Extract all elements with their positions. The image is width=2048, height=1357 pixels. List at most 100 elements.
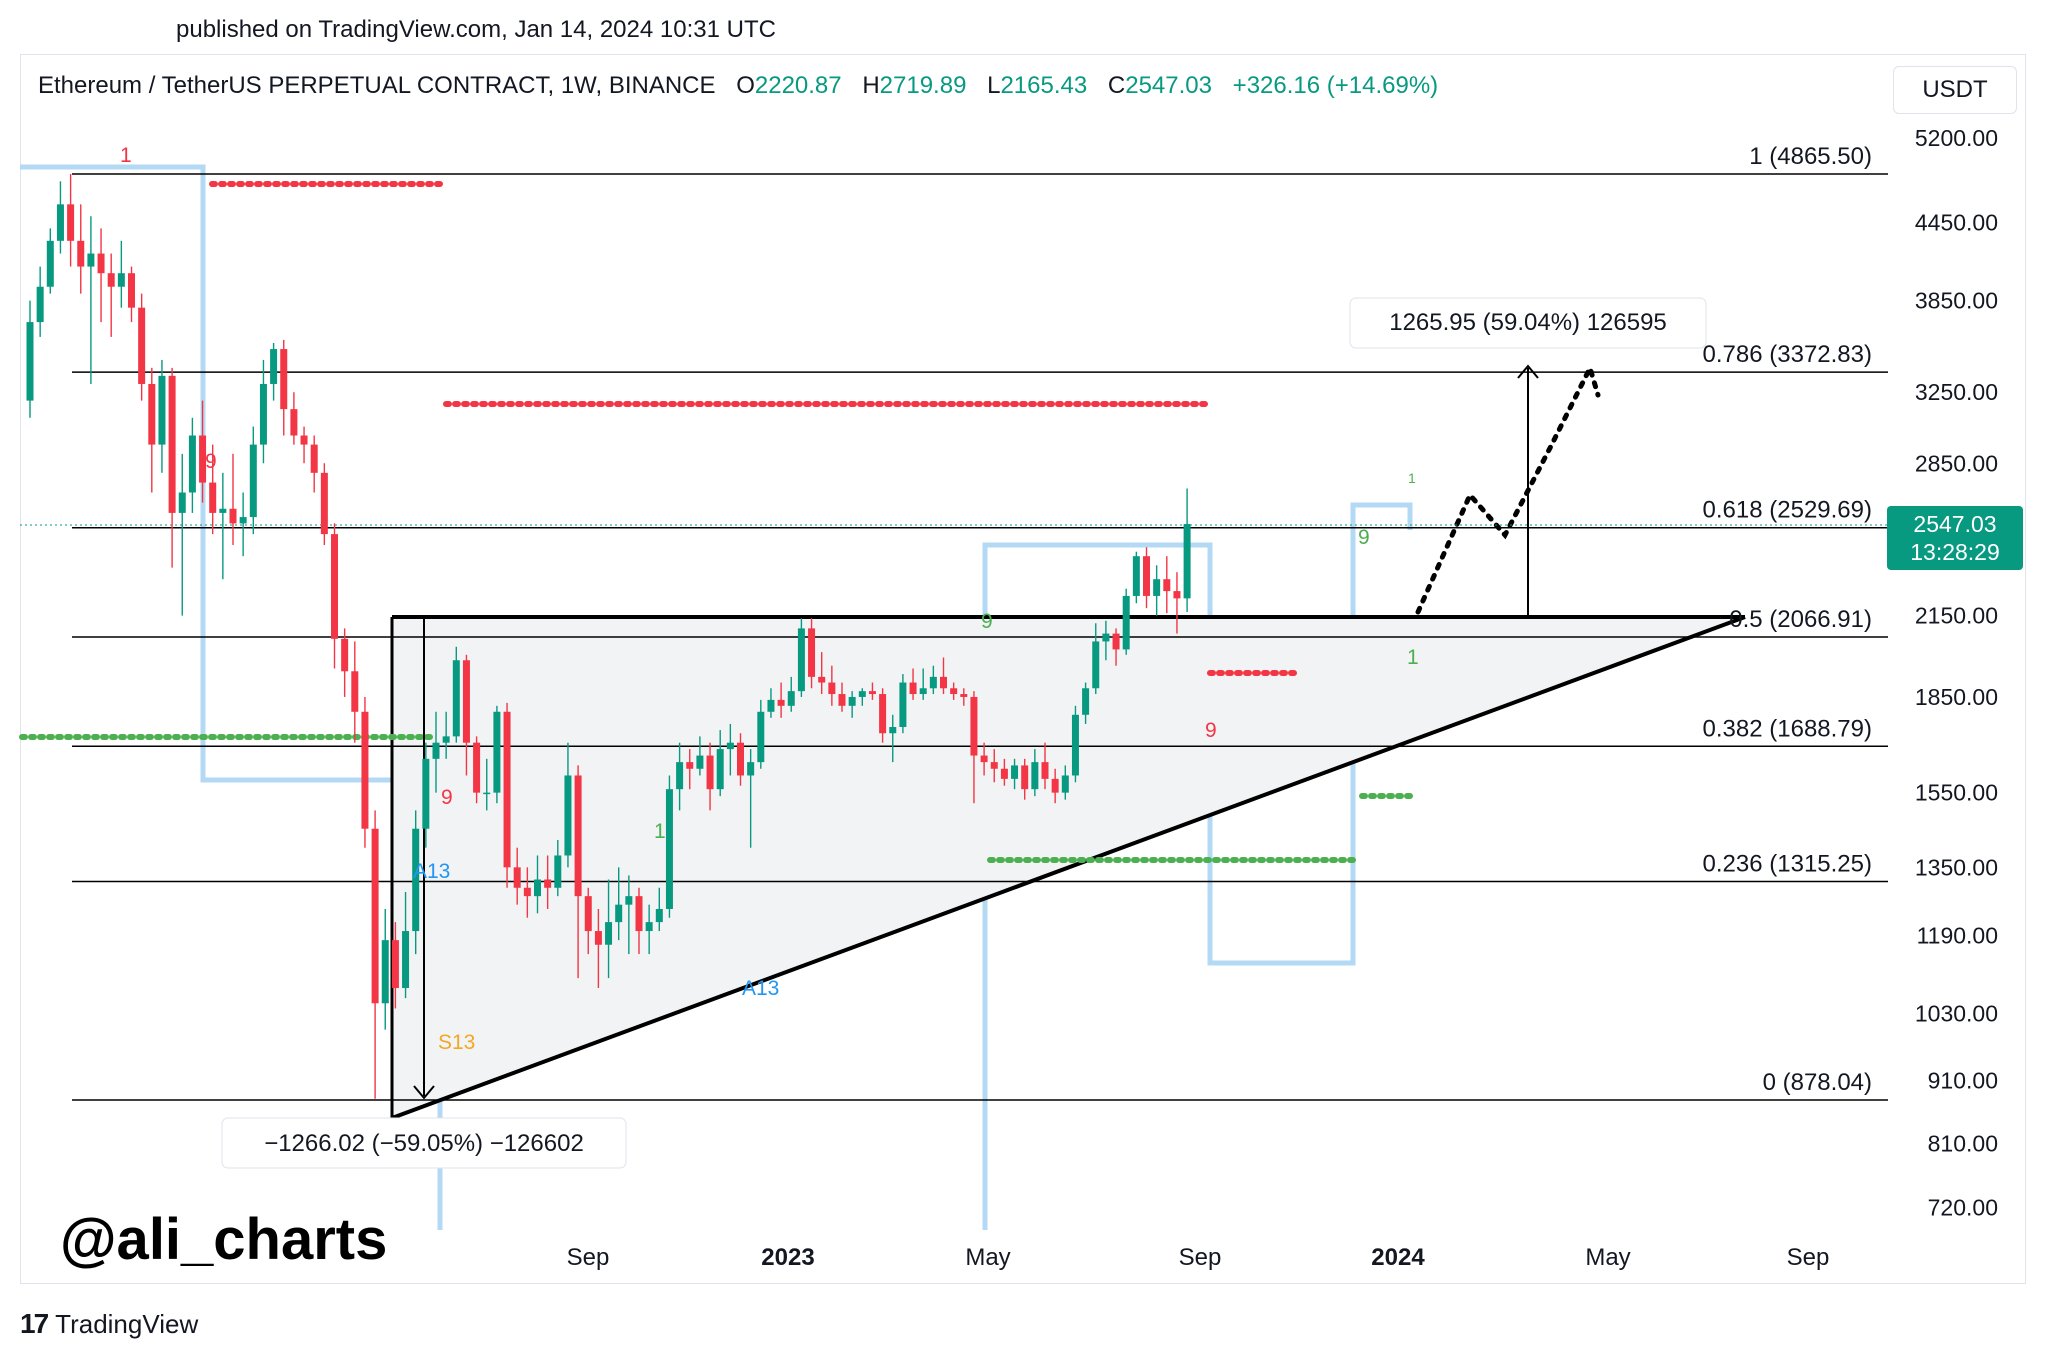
symbol-title: Ethereum / TetherUS PERPETUAL CONTRACT, … — [38, 72, 716, 99]
td-label: 9 — [205, 450, 217, 473]
candle-body — [929, 676, 937, 689]
candle-body — [1153, 579, 1161, 596]
td-label: 9 — [1205, 719, 1217, 742]
currency-button[interactable]: USDT — [1893, 66, 2017, 114]
candle-body — [462, 660, 470, 743]
candle-body — [534, 879, 541, 897]
change-value: +326.16 (+14.69%) — [1232, 72, 1439, 99]
candle-body — [838, 694, 846, 706]
candle-body — [645, 922, 653, 932]
candle-body — [138, 307, 146, 384]
candle-body — [513, 867, 521, 888]
candle-body — [665, 789, 673, 909]
candle-body — [940, 676, 947, 689]
candle-body — [199, 435, 207, 483]
candle-body — [1041, 762, 1049, 779]
y-tick-label: 3250.00 — [1915, 379, 1998, 405]
candle-body — [787, 691, 795, 706]
y-tick-label: 810.00 — [1928, 1131, 1998, 1157]
candle-body — [879, 694, 887, 734]
candles — [26, 173, 1191, 1099]
candle-body — [909, 682, 917, 695]
candle-body — [77, 240, 85, 267]
fib-level-label: 0.786 (3372.83) — [1703, 341, 1872, 368]
y-tick-label: 3850.00 — [1915, 288, 1998, 314]
candle-body — [848, 696, 856, 706]
candle-body — [168, 375, 176, 513]
triangle-pattern — [390, 615, 1746, 1120]
candle-body — [686, 762, 694, 769]
candle-body — [452, 660, 460, 737]
candle-body — [564, 775, 572, 856]
candle-body — [351, 671, 359, 712]
y-tick-label: 4450.00 — [1915, 209, 1998, 235]
candle-body — [889, 727, 897, 734]
candle-body — [1132, 556, 1140, 596]
candle-body — [300, 435, 308, 445]
candle-body — [249, 444, 257, 518]
candle-body — [381, 940, 389, 1004]
x-tick-label: Sep — [567, 1244, 610, 1271]
last-price-tag: 2547.03 13:28:29 — [1887, 506, 2023, 570]
candle-body — [757, 711, 765, 763]
candle-body — [280, 349, 288, 410]
candle-body — [726, 742, 734, 750]
candle-body — [696, 755, 704, 769]
candle-body — [310, 444, 318, 473]
candle-body — [1173, 591, 1181, 599]
candle-body — [391, 940, 399, 989]
x-tick-label: Sep — [1179, 1244, 1222, 1271]
candle-body — [259, 383, 267, 445]
candle-body — [219, 508, 227, 513]
candle-body — [341, 638, 349, 672]
td-label: 1 — [1408, 470, 1416, 486]
published-note: published on TradingView.com, Jan 14, 20… — [176, 16, 776, 43]
candle-body — [554, 855, 562, 888]
candle-body — [919, 688, 927, 695]
candle-body — [777, 699, 785, 706]
x-tick-label: Sep — [1787, 1244, 1830, 1271]
candle-body — [483, 792, 491, 795]
y-tick-label: 720.00 — [1928, 1194, 1998, 1220]
fib-level-label: 0.618 (2529.69) — [1703, 497, 1872, 524]
candle-body — [960, 694, 968, 697]
td-label: S13 — [438, 1031, 475, 1054]
candle-body — [767, 699, 775, 712]
candle-body — [331, 534, 338, 639]
candle-body — [737, 742, 744, 776]
candle-body — [128, 273, 135, 308]
candle-body — [594, 931, 602, 945]
candle-body — [229, 508, 237, 524]
candle-body — [1102, 633, 1110, 642]
candle-body — [320, 472, 328, 535]
candle-body — [178, 492, 186, 513]
x-tick-label: May — [965, 1244, 1010, 1271]
time-axis[interactable]: Sep 2023 May Sep 2024 May Sep — [567, 1244, 1830, 1271]
candle-body — [950, 688, 958, 695]
tradingview-brand[interactable]: 17 TradingView — [20, 1308, 198, 1340]
candle-body — [117, 273, 125, 287]
price-axis[interactable]: 5200.00 4450.00 3850.00 3250.00 2850.00 2150.… — [1915, 125, 1998, 1220]
y-tick-label: 2150.00 — [1915, 603, 1998, 629]
candle-body — [584, 896, 592, 932]
candle-body — [625, 896, 633, 905]
y-tick-label: 1350.00 — [1915, 854, 1998, 880]
measure-down-box: −1266.02 (−59.05%) −126602 — [221, 1117, 627, 1169]
candle-body — [706, 755, 714, 790]
y-tick-label: 1550.00 — [1915, 780, 1998, 806]
candle-body — [402, 931, 410, 989]
fib-level-label: 0 (878.04) — [1763, 1069, 1872, 1096]
candle-body — [858, 691, 866, 697]
td-label: 9 — [1358, 526, 1370, 549]
td-label: 9 — [441, 786, 453, 809]
y-tick-label: 5200.00 — [1915, 125, 1998, 151]
chart-frame — [20, 54, 2026, 1284]
y-tick-label: 2850.00 — [1915, 450, 1998, 476]
candle-body — [412, 828, 420, 932]
candle-body — [1021, 765, 1029, 790]
fib-level-label: 0.382 (1688.79) — [1703, 715, 1872, 742]
candle-body — [1011, 765, 1019, 779]
candle-body — [493, 711, 501, 793]
candle-body — [747, 762, 755, 776]
